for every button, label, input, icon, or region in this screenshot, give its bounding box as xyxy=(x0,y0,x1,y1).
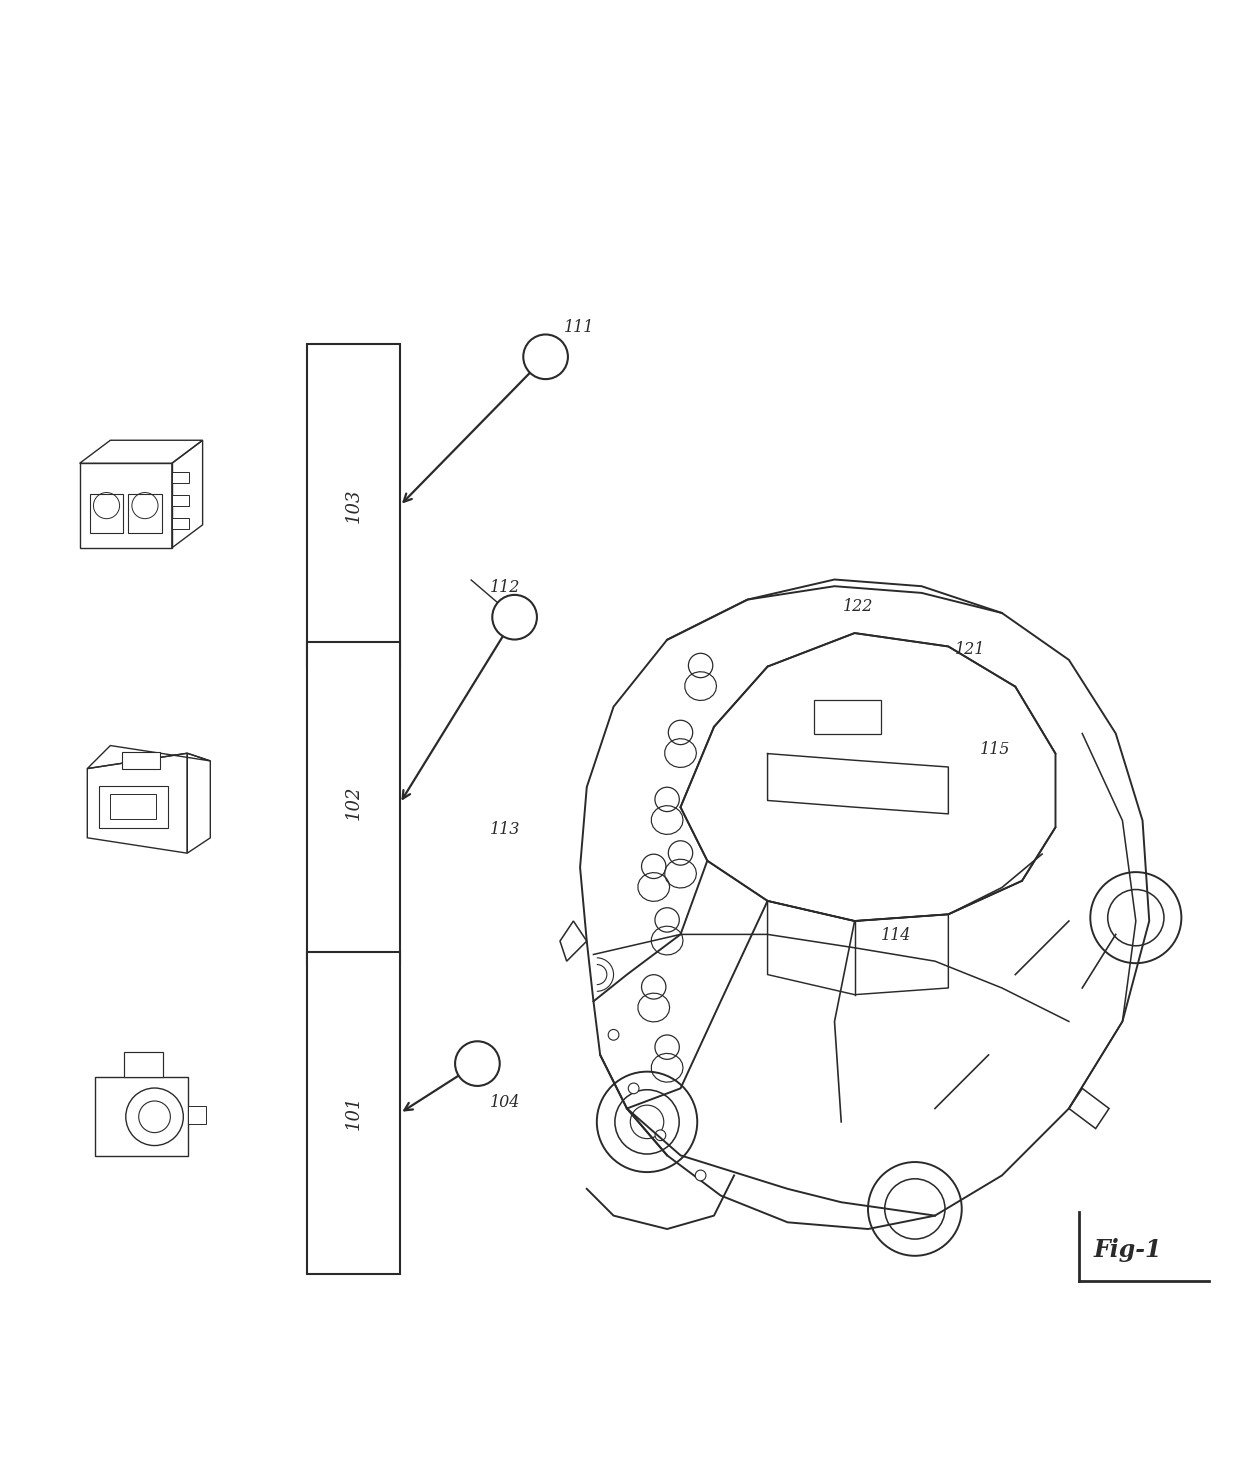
Bar xyxy=(99,785,169,828)
Circle shape xyxy=(608,1029,619,1041)
Text: 113: 113 xyxy=(490,822,520,838)
Bar xyxy=(172,472,188,482)
Circle shape xyxy=(655,1130,666,1141)
Bar xyxy=(306,953,399,1274)
Bar xyxy=(172,495,188,506)
Circle shape xyxy=(696,1170,706,1180)
Text: 111: 111 xyxy=(564,319,594,337)
Text: 103: 103 xyxy=(345,488,362,523)
Text: 121: 121 xyxy=(955,641,985,659)
Text: 115: 115 xyxy=(980,741,1009,757)
Bar xyxy=(94,1078,188,1157)
Bar xyxy=(306,642,399,964)
Text: 102: 102 xyxy=(345,786,362,820)
Bar xyxy=(89,494,124,532)
Text: 101: 101 xyxy=(345,1097,362,1130)
Bar xyxy=(188,1105,206,1125)
Circle shape xyxy=(629,1083,639,1094)
Bar xyxy=(110,794,156,819)
Bar xyxy=(172,517,188,529)
Text: Fig-1: Fig-1 xyxy=(1094,1238,1162,1261)
Circle shape xyxy=(523,335,568,379)
Circle shape xyxy=(455,1041,500,1086)
Bar xyxy=(122,751,160,769)
Text: 122: 122 xyxy=(843,598,873,614)
Bar xyxy=(128,494,162,532)
Text: 114: 114 xyxy=(880,926,910,944)
Bar xyxy=(306,344,399,667)
Bar xyxy=(124,1053,164,1078)
Circle shape xyxy=(492,595,537,639)
Text: 104: 104 xyxy=(490,1094,520,1111)
Text: 112: 112 xyxy=(490,579,520,597)
